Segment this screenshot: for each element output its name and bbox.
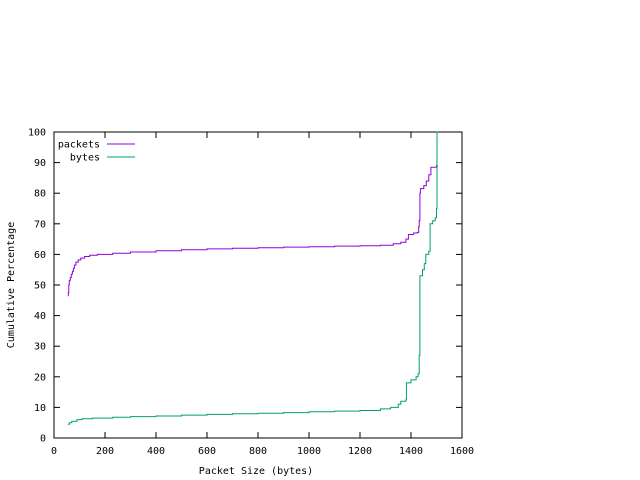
x-tick-label: 1400 <box>399 446 423 457</box>
y-tick-label: 50 <box>34 281 46 292</box>
x-tick-label: 600 <box>198 446 216 457</box>
legend-label: bytes <box>70 153 100 164</box>
legend-label: packets <box>58 140 100 151</box>
legend: packets bytes <box>58 140 135 164</box>
plot-frame <box>53 131 463 439</box>
x-tick-label: 1600 <box>450 446 474 457</box>
x-tick-label: 800 <box>249 446 267 457</box>
series-line-bytes <box>67 131 438 425</box>
x-tick-label: 1200 <box>348 446 372 457</box>
y-tick-label: 70 <box>34 219 46 230</box>
y-tick-label: 90 <box>34 158 46 169</box>
y-axis-ticks: 0 10 20 30 40 50 60 70 80 90 100 <box>28 128 462 445</box>
x-tick-label: 1000 <box>297 446 321 457</box>
y-tick-label: 100 <box>28 128 46 139</box>
series-line-packets <box>67 165 438 297</box>
y-tick-label: 20 <box>34 372 46 383</box>
x-tick-label: 200 <box>96 446 114 457</box>
y-tick-label: 10 <box>34 403 46 414</box>
y-tick-label: 80 <box>34 189 46 200</box>
y-tick-label: 0 <box>40 434 46 445</box>
y-tick-label: 30 <box>34 342 46 353</box>
x-axis-label: Packet Size (bytes) <box>199 466 313 477</box>
x-axis-ticks: 0 200 400 600 800 1000 1200 1400 1600 <box>51 132 474 457</box>
x-tick-label: 0 <box>51 446 57 457</box>
y-axis-label: Cumulative Percentage <box>6 222 17 348</box>
y-tick-label: 40 <box>34 311 46 322</box>
y-tick-label: 60 <box>34 250 46 261</box>
series-layer <box>67 131 438 425</box>
x-tick-label: 400 <box>147 446 165 457</box>
